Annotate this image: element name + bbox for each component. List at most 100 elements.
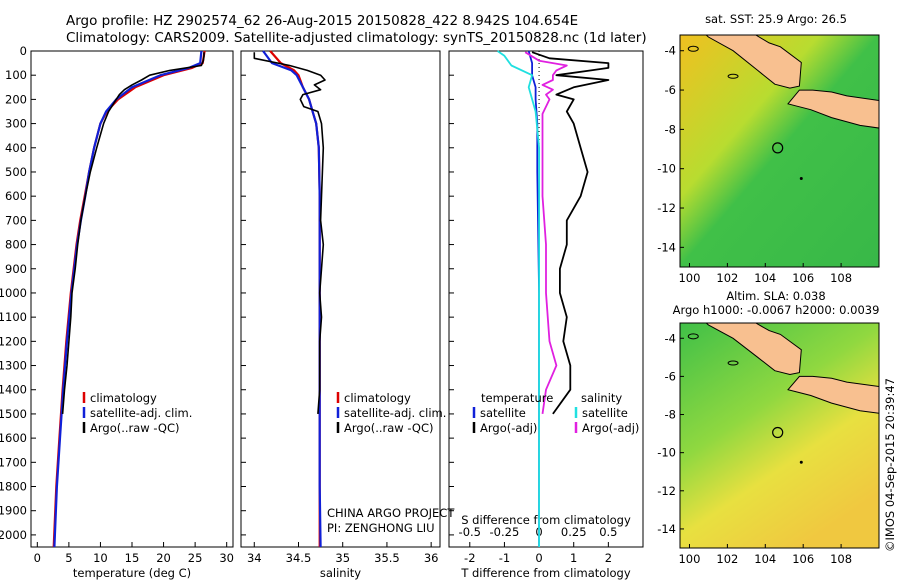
map-1-content: [680, 35, 879, 267]
difference-legend-s-1-label: Argo(-adj): [582, 421, 639, 435]
salinity-x-tick-label: 35: [335, 551, 350, 565]
map-2-x-tick-label: 100: [678, 552, 700, 566]
map-2-island: [687, 333, 699, 340]
map-2-christmas-island: [799, 460, 803, 464]
map-2-x-tick-label: 104: [754, 552, 776, 566]
depth-tick-label: 1600: [0, 431, 27, 445]
temperature-x-tick-label: 5: [65, 551, 72, 565]
depth-tick-label: 1400: [0, 383, 27, 397]
difference-x-tick-label: -1: [499, 551, 510, 565]
map-1-y-tick-label: -10: [657, 162, 676, 176]
sla-map-subtitle: Argo h1000: -0.0067 h2000: 0.0039: [673, 303, 880, 317]
depth-tick-label: 500: [5, 165, 27, 179]
depth-tick-label: 700: [5, 213, 27, 227]
sst-map-title: sat. SST: 25.9 Argo: 26.5: [705, 12, 847, 26]
depth-tick-label: 0: [20, 44, 27, 58]
map-2-frame: [679, 322, 880, 549]
temperature-series-1: [53, 50, 203, 548]
salinity-legend-2-label: Argo(..raw -QC): [344, 421, 434, 435]
map-2-java: [787, 375, 879, 414]
temperature-legend-1-label: satellite-adj. clim.: [90, 406, 192, 420]
map-1-frame: [679, 34, 880, 268]
difference-legend-salinity-title: salinity: [581, 391, 622, 405]
map-1-x-tick-label: 102: [716, 271, 738, 285]
salinity-diff-tick-label: -0.5: [459, 525, 481, 539]
depth-tick-label: 1500: [0, 407, 27, 421]
depth-tick-label: 400: [5, 141, 27, 155]
map-1-y-tick-label: -6: [665, 83, 676, 97]
project-annotation: CHINA ARGO PROJECT: [327, 506, 455, 520]
map-1-y-tick-label: -12: [657, 201, 676, 215]
map-2-y-tick-label: -12: [657, 484, 676, 498]
map-1-sumatra: [680, 35, 802, 89]
depth-tick-label: 200: [5, 92, 27, 106]
temperature-x-tick-label: 10: [93, 551, 108, 565]
difference-x-tick-label: 1: [570, 551, 577, 565]
map-1-java: [787, 89, 879, 129]
salinity-x-tick-label: 36: [424, 551, 439, 565]
map-1-y-tick-label: -14: [657, 240, 676, 254]
temperature-series-2: [61, 52, 205, 414]
map-1-island: [687, 45, 699, 52]
map-2-y-tick-label: -6: [665, 369, 676, 383]
depth-tick-label: 1800: [0, 480, 27, 494]
map-2-float-marker: [772, 426, 784, 439]
temperature-plot-frame: [30, 50, 234, 548]
temperature-xlabel: temperature (deg C): [73, 566, 191, 580]
map-1-x-tick-label: 106: [792, 271, 814, 285]
difference-x-tick-label: -2: [464, 551, 475, 565]
salinity-diff-tick-label: 0.25: [561, 525, 587, 539]
map-2-y-tick-label: -10: [657, 446, 676, 460]
map-1-y-tick-label: -4: [665, 44, 676, 58]
temperature-x-tick-label: 30: [219, 551, 234, 565]
map-2-content: [680, 323, 879, 548]
sla-map-title: Altim. SLA: 0.038: [726, 289, 825, 303]
salinity-plot-frame: [240, 50, 441, 548]
pi-annotation: PI: ZENGHONG LIU: [327, 521, 435, 535]
difference-x-tick-label: 2: [605, 551, 612, 565]
difference-legend-s-0-label: satellite: [582, 406, 628, 420]
map-2-x-tick-label: 106: [792, 552, 814, 566]
difference-series-1: [531, 51, 610, 415]
salinity-x-tick-label: 34.5: [286, 551, 312, 565]
temperature-x-tick-label: 15: [125, 551, 140, 565]
salinity-x-tick-label: 35.5: [374, 551, 400, 565]
difference-legend-t-0-label: satellite: [480, 406, 526, 420]
map-2-y-tick-label: -4: [665, 331, 676, 345]
salinity-diff-tick-label: 0.5: [599, 525, 617, 539]
difference-series-2: [496, 50, 540, 547]
depth-tick-label: 100: [5, 68, 27, 82]
temperature-series-0: [52, 50, 206, 548]
map-2-x-tick-label: 108: [830, 552, 852, 566]
temperature-x-tick-label: 25: [188, 551, 203, 565]
map-2-island: [727, 360, 739, 366]
map-2-y-tick-label: -8: [665, 408, 676, 422]
depth-tick-label: 300: [5, 117, 27, 131]
salinity-series-2: [253, 52, 326, 414]
depth-tick-label: 1300: [0, 359, 27, 373]
depth-tick-label: 900: [5, 262, 27, 276]
depth-tick-label: 2000: [0, 528, 27, 542]
salinity-diff-xlabel: S difference from climatology: [461, 513, 631, 527]
map-1-x-tick-label: 104: [754, 271, 776, 285]
map-1-x-tick-label: 100: [678, 271, 700, 285]
depth-tick-label: 1000: [0, 286, 27, 300]
temperature-diff-xlabel: T difference from climatology: [460, 566, 631, 580]
temperature-x-tick-label: 0: [34, 551, 41, 565]
depth-tick-label: 1900: [0, 504, 27, 518]
salinity-legend-0-label: climatology: [344, 391, 411, 405]
difference-series-3: [524, 51, 568, 415]
depth-tick-label: 600: [5, 189, 27, 203]
salinity-x-tick-label: 34: [247, 551, 262, 565]
imos-stamp: ©IMOS 04-Sep-2015 20:39:47: [883, 378, 897, 552]
salinity-legend-1-label: satellite-adj. clim.: [344, 406, 446, 420]
header-line-2: Climatology: CARS2009. Satellite-adjuste…: [66, 30, 647, 46]
map-1-x-tick-label: 108: [830, 271, 852, 285]
depth-tick-label: 1200: [0, 334, 27, 348]
difference-legend-t-1-label: Argo(-adj): [480, 421, 537, 435]
salinity-series-0: [269, 50, 321, 547]
salinity-series-1: [262, 50, 322, 548]
difference-legend-temperature-title: temperature: [481, 391, 553, 405]
map-1-christmas-island: [799, 177, 803, 181]
